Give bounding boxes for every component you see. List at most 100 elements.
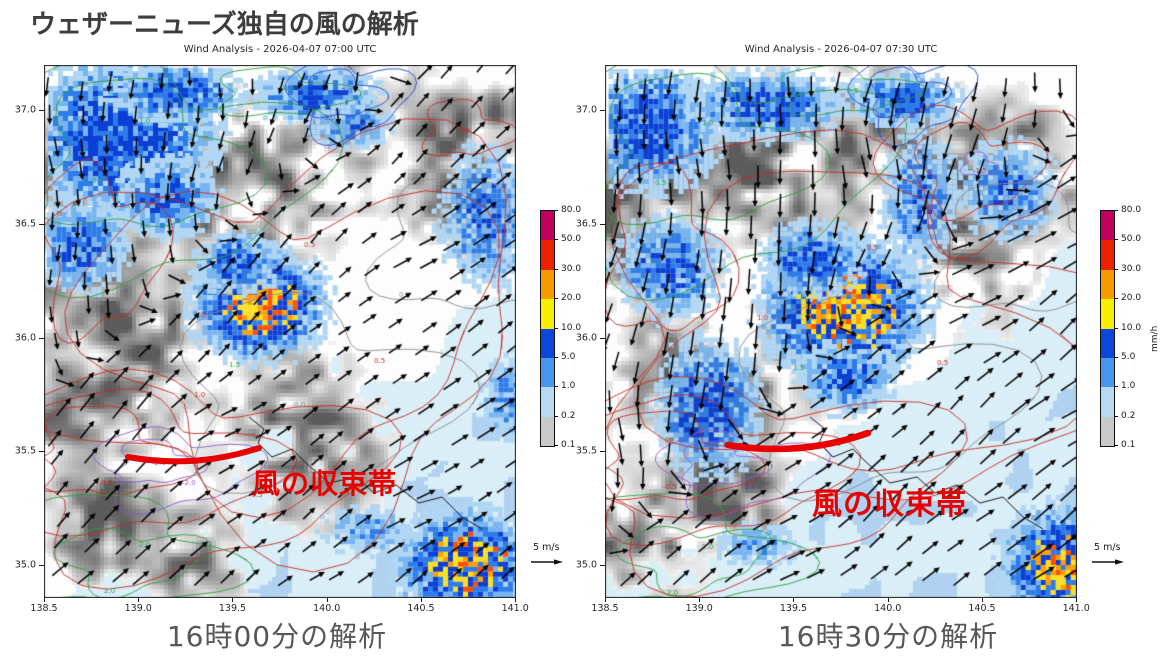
colorbar-tick-label: 0.2 xyxy=(561,410,576,421)
colorbar-tick-label: 80.0 xyxy=(561,205,582,215)
colorbar-tick-label: 1.0 xyxy=(561,381,576,392)
y-tick-mark xyxy=(39,565,44,566)
precip-colorbar xyxy=(540,210,555,447)
y-tick-mark xyxy=(600,451,605,453)
y-tick-mark xyxy=(600,110,605,111)
caption-1600: 16時00分の解析 xyxy=(166,620,388,653)
colorbar-tick-mark xyxy=(554,210,558,211)
y-tick-label: 35.5 xyxy=(575,445,597,457)
colorbar-segment xyxy=(1101,240,1114,270)
colorbar-tick-mark xyxy=(554,445,558,446)
x-tick-label: 141.0 xyxy=(501,603,529,614)
colorbar-tick-mark xyxy=(554,298,558,300)
colorbar-segment xyxy=(1101,299,1114,329)
y-tick-label: 35.0 xyxy=(14,559,36,571)
colorbar-tick-label: 0.1 xyxy=(561,440,576,450)
colorbar-tick-label: 30.0 xyxy=(1121,263,1142,274)
colorbar-tick-label: 50.0 xyxy=(1121,234,1142,245)
colorbar-segment xyxy=(541,269,554,300)
y-tick-label: 36.5 xyxy=(575,218,597,230)
colorbar-tick-label: 10.0 xyxy=(561,322,582,333)
colorbar-segment xyxy=(541,416,554,446)
colorbar-segment xyxy=(541,328,554,358)
colorbar-tick-mark xyxy=(554,327,558,329)
colorbar-tick-label: 0.2 xyxy=(1121,410,1136,421)
x-tick-mark xyxy=(793,598,795,602)
x-tick-label: 141.0 xyxy=(1062,603,1090,614)
caption-1630: 16時30分の解析 xyxy=(777,620,999,653)
wind-map-canvas-0700 xyxy=(44,65,516,598)
y-tick-mark xyxy=(39,110,44,111)
colorbar-tick-mark xyxy=(554,239,558,241)
y-tick-mark xyxy=(39,223,44,225)
colorbar-tick-mark xyxy=(1114,327,1118,329)
colorbar-segment xyxy=(1101,387,1114,417)
colorbar-tick-mark xyxy=(554,356,558,358)
colorbar-tick-label: 0.1 xyxy=(1121,440,1136,450)
x-tick-label: 139.0 xyxy=(685,603,713,614)
y-tick-label: 35.5 xyxy=(14,445,36,457)
colorbar-tick-mark xyxy=(1114,268,1118,270)
wind-scale-arrow-0700 xyxy=(531,559,563,565)
y-tick-label: 36.0 xyxy=(14,332,36,343)
colorbar-tick-mark xyxy=(554,386,558,388)
x-tick-mark xyxy=(1076,598,1078,602)
x-tick-label: 139.5 xyxy=(779,603,808,614)
wind-map-canvas-0730 xyxy=(605,65,1077,598)
colorbar-segment xyxy=(541,240,554,270)
colorbar-tick-mark xyxy=(1114,386,1118,388)
wind-scale-label-0700: 5 m/s xyxy=(533,542,560,553)
precip-colorbar xyxy=(1100,210,1115,447)
colorbar-tick-label: 5.0 xyxy=(1121,351,1136,362)
colorbar-tick-mark xyxy=(1114,239,1118,241)
colorbar-tick-mark xyxy=(1114,356,1118,358)
x-tick-mark xyxy=(981,598,983,602)
x-tick-label: 140.5 xyxy=(407,603,435,614)
x-tick-mark xyxy=(232,598,234,602)
colorbar-tick-label: 30.0 xyxy=(561,263,582,274)
x-tick-label: 140.5 xyxy=(968,603,996,614)
y-tick-label: 35.0 xyxy=(575,559,597,571)
colorbar-segment xyxy=(1101,357,1114,388)
convergence-zone-label-0730: 風の収束帯 xyxy=(812,487,967,522)
colorbar-tick-label: 20.0 xyxy=(1121,293,1142,304)
y-tick-mark xyxy=(39,337,44,339)
y-tick-mark xyxy=(600,565,605,566)
colorbar-tick-label: 10.0 xyxy=(1121,322,1142,333)
x-tick-mark xyxy=(138,598,140,602)
colorbar-tick-mark xyxy=(1114,298,1118,300)
page-title: ウェザーニューズ独自の風の解析 xyxy=(30,10,419,40)
map-title-0730-utc: Wind Analysis - 2026-04-07 07:30 UTC xyxy=(744,44,938,55)
x-tick-label: 139.0 xyxy=(124,603,152,614)
y-tick-mark xyxy=(600,223,605,225)
wind-scale-arrow-0730 xyxy=(1092,559,1124,565)
map-title-0700-utc: Wind Analysis - 2026-04-07 07:00 UTC xyxy=(183,44,377,55)
x-tick-mark xyxy=(605,598,606,602)
x-tick-mark xyxy=(699,598,701,602)
colorbar-tick-mark xyxy=(554,415,558,417)
colorbar-segment xyxy=(541,211,554,241)
x-tick-mark xyxy=(44,598,45,602)
x-tick-label: 138.5 xyxy=(591,603,619,614)
y-tick-mark xyxy=(600,337,605,339)
x-tick-mark xyxy=(515,598,517,602)
colorbar-tick-label: 20.0 xyxy=(561,293,582,304)
colorbar-segment xyxy=(541,299,554,329)
x-tick-mark xyxy=(326,598,328,602)
colorbar-tick-mark xyxy=(1114,445,1118,446)
x-tick-label: 138.5 xyxy=(30,603,58,614)
colorbar-segment xyxy=(1101,328,1114,358)
y-tick-mark xyxy=(39,451,44,453)
y-tick-label: 37.0 xyxy=(14,104,36,116)
x-tick-mark xyxy=(420,598,422,602)
colorbar-unit-label: mm/h xyxy=(1150,325,1160,352)
y-tick-label: 37.0 xyxy=(575,104,597,116)
x-tick-label: 140.0 xyxy=(874,603,902,614)
colorbar-segment xyxy=(541,387,554,417)
wind-scale-label-0730: 5 m/s xyxy=(1094,542,1121,553)
colorbar-segment xyxy=(1101,416,1114,446)
convergence-zone-label-0700: 風の収束帯 xyxy=(252,467,398,500)
x-tick-label: 140.0 xyxy=(313,603,341,614)
colorbar-tick-mark xyxy=(1114,415,1118,417)
